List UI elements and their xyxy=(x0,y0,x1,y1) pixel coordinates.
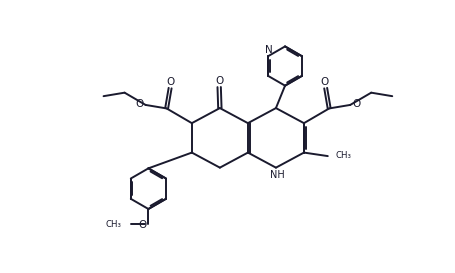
Text: O: O xyxy=(138,220,147,230)
Text: O: O xyxy=(321,77,329,87)
Text: CH₃: CH₃ xyxy=(335,151,352,160)
Text: NH: NH xyxy=(270,170,284,180)
Text: O: O xyxy=(215,76,223,86)
Text: N: N xyxy=(265,44,273,55)
Text: O: O xyxy=(136,99,144,109)
Text: CH₃: CH₃ xyxy=(106,219,121,229)
Text: O: O xyxy=(352,99,360,109)
Text: O: O xyxy=(167,77,175,87)
